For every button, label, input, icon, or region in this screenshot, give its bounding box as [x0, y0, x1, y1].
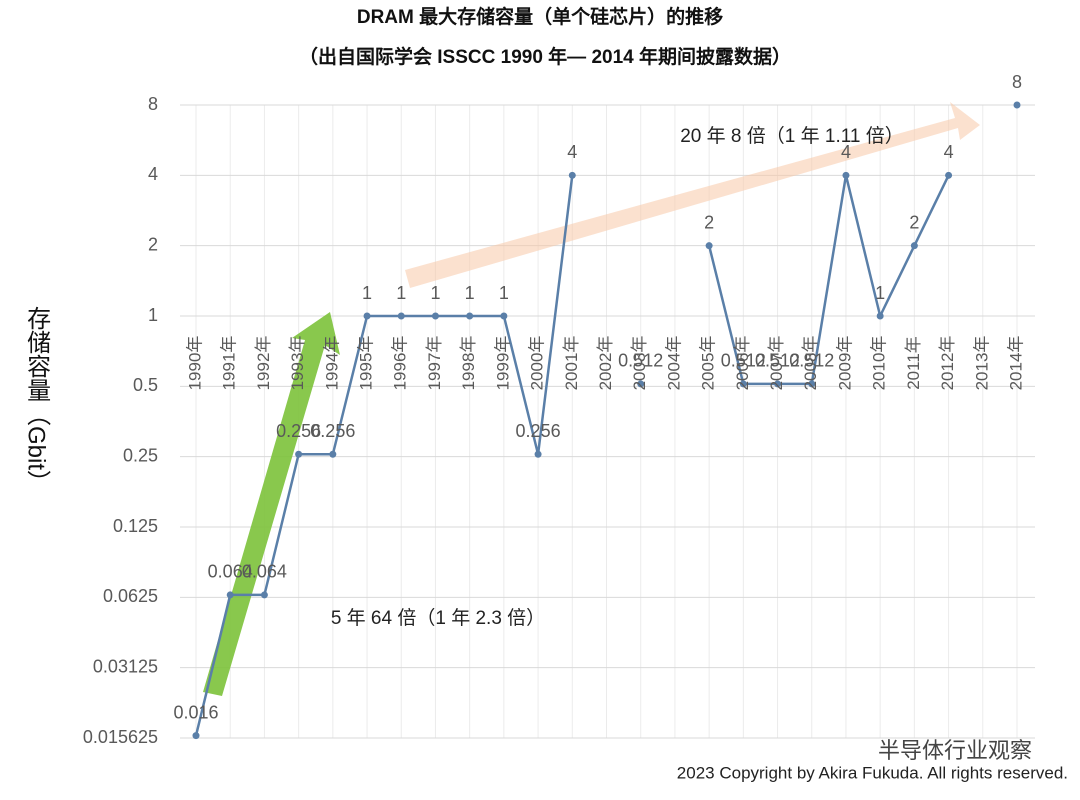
- y-axis-label: 存储容量（Gbit）: [23, 306, 51, 494]
- x-tick-label: 1994年: [322, 336, 341, 391]
- data-label: 8: [1012, 72, 1022, 92]
- x-tick-label: 1992年: [254, 336, 273, 391]
- y-tick-label: 0.125: [113, 516, 158, 536]
- data-label: 4: [841, 142, 851, 162]
- data-label: 1: [465, 283, 475, 303]
- x-tick-label: 1997年: [425, 336, 444, 391]
- data-label: 0.512: [721, 351, 766, 371]
- x-tick-label: 1995年: [357, 336, 376, 391]
- point: [226, 591, 234, 599]
- point: [774, 380, 782, 388]
- point: [739, 380, 747, 388]
- x-tick-label: 2005年: [699, 336, 718, 391]
- data-label: 0.256: [310, 421, 355, 441]
- data-label: 0.512: [755, 351, 800, 371]
- x-tick-label: 2004年: [664, 336, 683, 391]
- point: [500, 312, 508, 320]
- data-label: 0.256: [516, 421, 561, 441]
- x-tick-label: 2007年: [767, 336, 786, 391]
- x-tick-label: 1990年: [185, 336, 204, 391]
- trend-arrow: [203, 312, 340, 696]
- x-tick-label: 2001年: [562, 336, 581, 391]
- y-tick-label: 8: [148, 94, 158, 114]
- data-label: 0.064: [208, 562, 253, 582]
- data-label: 1: [430, 283, 440, 303]
- copyright: 2023 Copyright by Akira Fukuda. All righ…: [677, 763, 1068, 782]
- point: [842, 171, 850, 179]
- point: [705, 242, 713, 250]
- x-tick-label: 2009年: [835, 336, 854, 391]
- y-tick-label: 4: [148, 164, 158, 184]
- x-tick-label: 2008年: [801, 336, 820, 391]
- point: [260, 591, 268, 599]
- y-tick-label: 0.0625: [103, 586, 158, 606]
- data-label: 0.016: [173, 702, 218, 722]
- point: [568, 171, 576, 179]
- x-tick-label: 1996年: [391, 336, 410, 391]
- x-tick-label: 2002年: [596, 336, 615, 391]
- data-label: 4: [944, 142, 954, 162]
- x-tick-label: 2012年: [938, 336, 957, 391]
- point: [295, 450, 303, 458]
- data-label: 2: [909, 212, 919, 232]
- data-label: 0.064: [242, 562, 287, 582]
- chart-title: DRAM 最大存储容量（单个硅芯片）的推移: [357, 5, 723, 28]
- data-label: 4: [567, 142, 577, 162]
- x-tick-label: 1998年: [459, 336, 478, 391]
- point: [945, 171, 953, 179]
- point: [329, 450, 337, 458]
- y-tick-label: 0.25: [123, 445, 158, 465]
- data-label: 0.512: [618, 351, 663, 371]
- trend-arrow: [405, 102, 980, 288]
- point: [363, 312, 371, 320]
- x-tick-label: 2010年: [870, 336, 889, 391]
- point: [466, 312, 474, 320]
- chart-subtitle: （出自国际学会 ISSCC 1990 年— 2014 年期间披露数据）: [299, 45, 791, 68]
- point: [431, 312, 439, 320]
- data-label: 2: [704, 212, 714, 232]
- data-label: 1: [396, 283, 406, 303]
- point: [397, 312, 405, 320]
- annotation: 5 年 64 倍（1 年 2.3 倍）: [331, 607, 545, 629]
- x-tick-label: 1991年: [220, 336, 239, 391]
- y-tick-label: 1: [148, 305, 158, 325]
- y-tick-label: 2: [148, 234, 158, 254]
- point: [534, 450, 542, 458]
- x-tick-label: 2011年: [904, 336, 923, 390]
- y-tick-label: 0.5: [133, 375, 158, 395]
- x-tick-label: 2003年: [630, 336, 649, 391]
- y-tick-label: 0.03125: [93, 656, 158, 676]
- x-tick-label: 2006年: [733, 336, 752, 391]
- annotation: 20 年 8 倍（1 年 1.11 倍）: [680, 125, 904, 147]
- point: [910, 242, 918, 250]
- point: [808, 380, 816, 388]
- y-tick-label: 0.015625: [83, 727, 158, 747]
- x-tick-label: 2013年: [972, 336, 991, 391]
- data-label: 1: [875, 283, 885, 303]
- x-tick-label: 1993年: [288, 336, 307, 391]
- data-label: 0.256: [276, 421, 321, 441]
- point: [876, 312, 884, 320]
- x-tick-label: 2014年: [1006, 336, 1025, 391]
- watermark: 半导体行业观察: [878, 738, 1032, 763]
- x-tick-label: 2000年: [528, 336, 547, 391]
- data-label: 1: [499, 283, 509, 303]
- data-label: 0.512: [789, 351, 834, 371]
- point: [1013, 101, 1021, 109]
- x-tick-label: 1999年: [493, 336, 512, 391]
- point: [637, 380, 645, 388]
- data-label: 1: [362, 283, 372, 303]
- point: [192, 732, 200, 740]
